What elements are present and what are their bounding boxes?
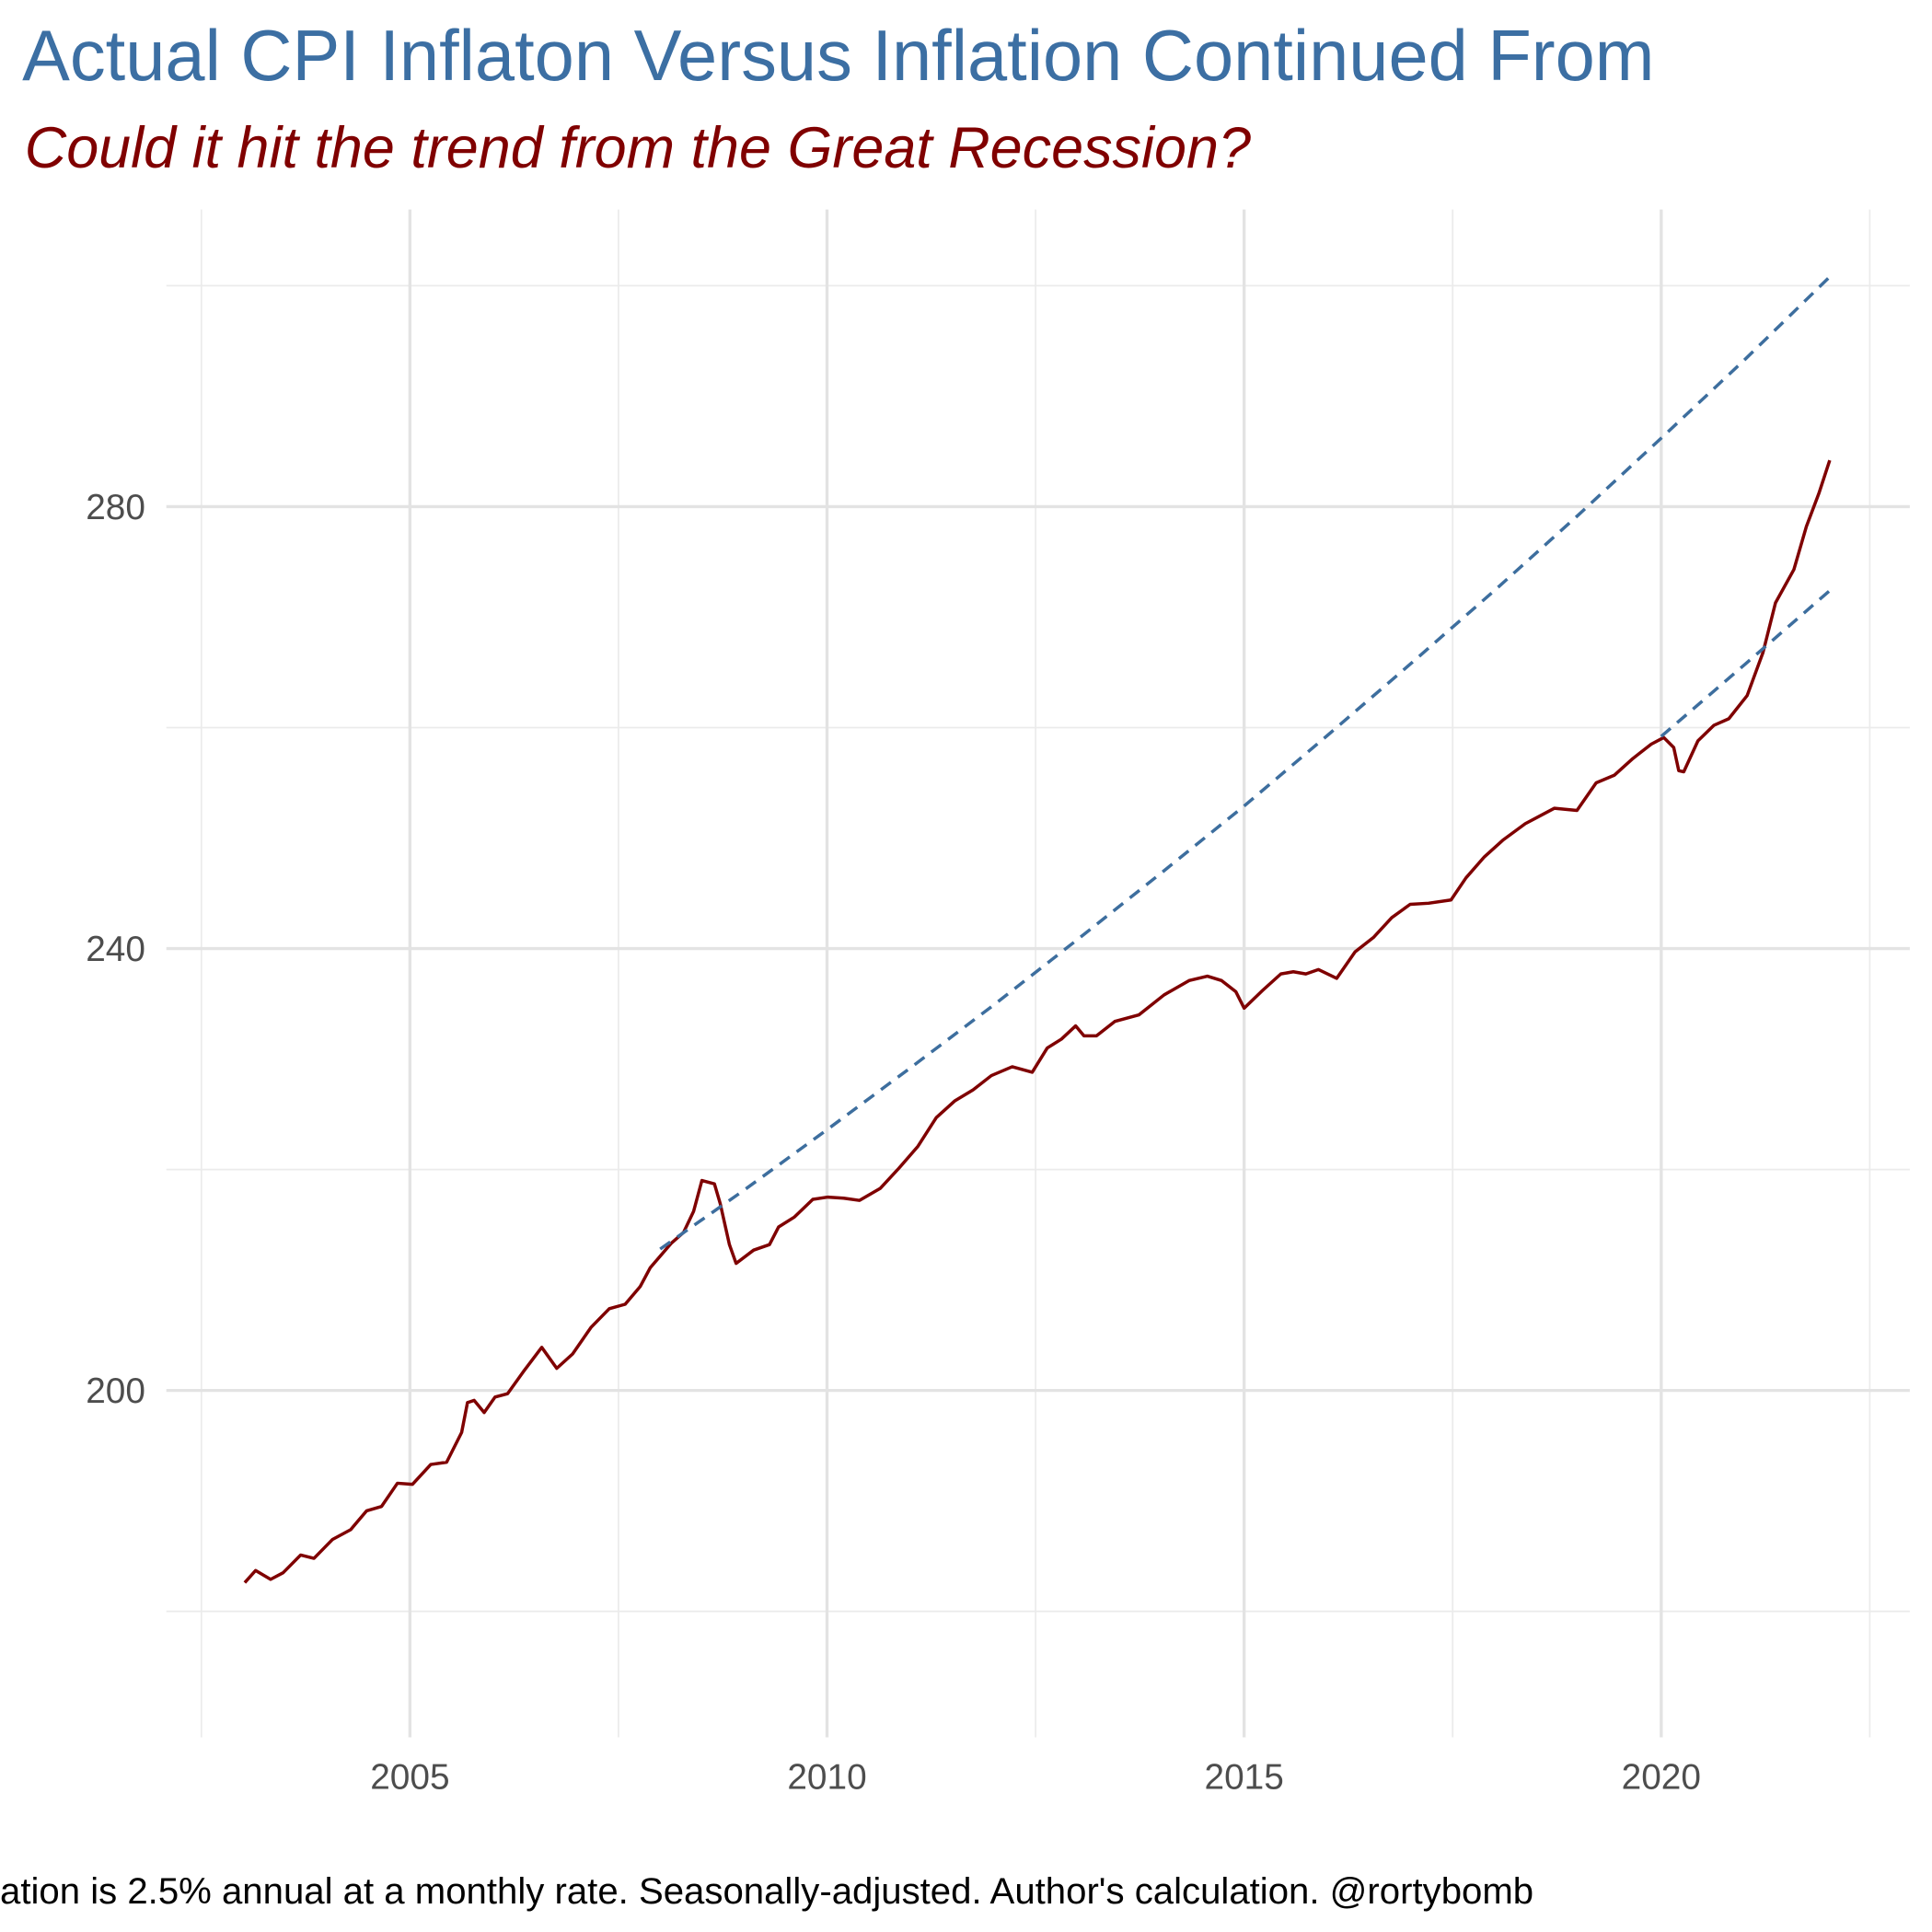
chart-title: Actual CPI Inflaton Versus Inflation Con…	[22, 17, 1654, 96]
x-tick-label: 2010	[787, 1758, 866, 1798]
trend-line	[1660, 589, 1832, 738]
trend-line	[659, 275, 1832, 1251]
y-tick-label: 200	[86, 1371, 145, 1411]
caption: ation is 2.5% annual at a monthly rate. …	[0, 1870, 1533, 1912]
y-tick-label: 280	[86, 488, 145, 527]
chart-subtitle: Could it hit the trend from the Great Re…	[25, 116, 1251, 180]
y-tick-label: 240	[86, 930, 145, 969]
x-tick-label: 2005	[370, 1758, 449, 1798]
cpi-line	[243, 459, 1832, 1584]
x-tick-label: 2020	[1622, 1758, 1701, 1798]
x-tick-label: 2015	[1204, 1758, 1283, 1798]
plot	[243, 275, 1832, 1584]
